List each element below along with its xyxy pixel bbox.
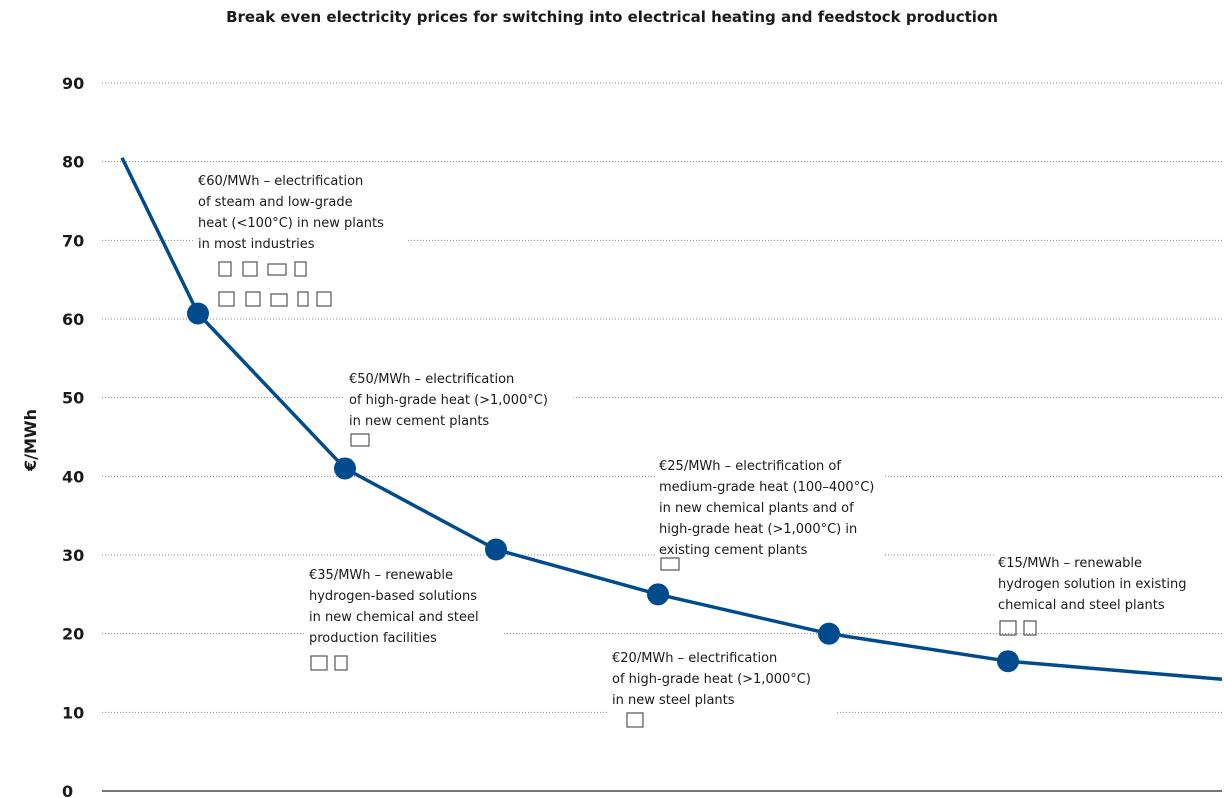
point (485, 538, 507, 561)
y-axis-label: €/MWh (21, 409, 40, 472)
annotation-text: €35/MWh – renewable (309, 568, 453, 583)
annotation-text: €60/MWh – electrification (198, 174, 363, 189)
annotation-bg (608, 647, 837, 714)
icon (350, 433, 370, 447)
icon (267, 263, 287, 276)
annotation-text: €50/MWh – electrification (349, 372, 514, 387)
icon (218, 291, 235, 307)
icon (999, 620, 1017, 636)
point (997, 650, 1019, 673)
annotation-text: €25/MWh – electrification of (659, 459, 841, 474)
y-tick-label: 10 (62, 703, 84, 722)
annotation-bg (994, 552, 1223, 619)
icon (1023, 620, 1037, 636)
annotation-text: in new cement plants (349, 414, 489, 429)
y-tick-label: 80 (62, 153, 84, 172)
icon (245, 291, 261, 307)
annotation-text: hydrogen solution in existing (998, 577, 1186, 592)
icon (316, 291, 332, 307)
annotation-text: €20/MWh – electrification (612, 651, 777, 666)
plot (120, 156, 1223, 682)
icon (297, 291, 309, 307)
annotation-text: in new chemical and steel (309, 610, 479, 625)
y-tick-label: 40 (62, 467, 84, 486)
annotation-text: of high-grade heat (>1,000°C) (612, 672, 811, 687)
point (647, 583, 669, 606)
line (120, 156, 1223, 682)
annotation-bg (345, 368, 574, 435)
annotation-text: in new steel plants (612, 693, 735, 708)
y-tick-label: 20 (62, 625, 84, 644)
y-tick-label: 70 (62, 231, 84, 250)
icon (334, 655, 348, 671)
point (334, 457, 356, 480)
annotation-text: existing cement plants (659, 543, 808, 558)
y-tick-label: 0 (62, 782, 73, 798)
icon (660, 557, 680, 571)
chart-title: Break even electricity prices for switch… (226, 8, 998, 26)
icons (218, 261, 1037, 728)
annotation-text: heat (<100°C) in new plants (198, 216, 384, 231)
icon (310, 655, 328, 671)
grid: 0 10 20 30 40 50 60 70 80 90 (62, 74, 1222, 798)
annotation-bg (655, 455, 884, 564)
annotation-text: high-grade heat (>1,000°C) in (659, 522, 857, 537)
annotation-bg (305, 564, 503, 652)
annotation-text: in new chemical plants and of (659, 501, 854, 516)
icon (242, 261, 258, 277)
annotation-text: chemical and steel plants (998, 598, 1165, 613)
icon (218, 261, 232, 277)
icon (294, 261, 307, 277)
icon (626, 712, 644, 728)
y-tick-label: 30 (62, 546, 84, 565)
annotation-text: in most industries (198, 237, 315, 252)
annotation-bg (194, 170, 408, 258)
annotations: €60/MWh – electrification of steam and lo… (194, 170, 1223, 714)
annotation-text: €15/MWh – renewable (998, 556, 1142, 571)
annotation-text: production facilities (309, 631, 437, 646)
point (818, 622, 840, 645)
annotation-text: hydrogen-based solutions (309, 589, 477, 604)
annotation-text: of high-grade heat (>1,000°C) (349, 393, 548, 408)
point (187, 302, 209, 325)
y-tick-label: 90 (62, 74, 84, 93)
annotation-text: of steam and low-grade (198, 195, 353, 210)
y-tick-label: 50 (62, 389, 84, 408)
annotation-text: medium-grade heat (100–400°C) (659, 480, 874, 495)
icon (270, 293, 288, 307)
y-tick-label: 60 (62, 310, 84, 329)
